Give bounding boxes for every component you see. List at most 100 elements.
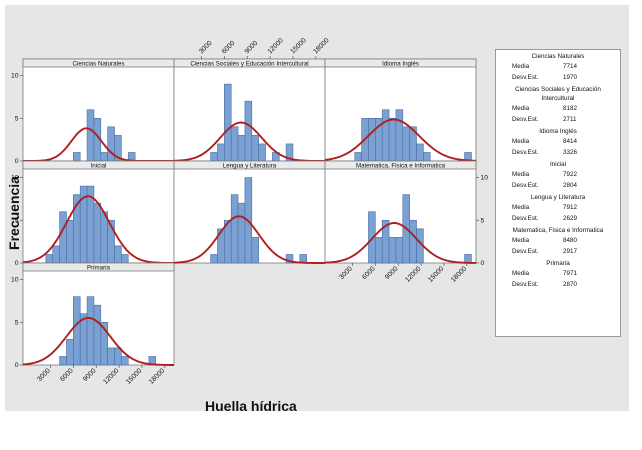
- legend-sd-label: Desv.Est.: [512, 116, 539, 123]
- y-tick-label: 10: [481, 175, 489, 182]
- legend-group: Primaria Media 7971 Desv.Est. 2870: [496, 259, 620, 290]
- x-tick-label: 3000: [36, 367, 52, 383]
- legend-mean-label: Media: [512, 237, 530, 244]
- legend-sd-row: Desv.Est. 2804: [496, 180, 620, 191]
- legend-sd-row: Desv.Est. 2711: [496, 114, 620, 125]
- histogram-bar: [251, 237, 259, 264]
- histogram-panel: Primaria: [22, 262, 175, 366]
- histogram-bar: [354, 152, 362, 162]
- legend-mean-label: Media: [512, 171, 530, 178]
- legend-sd-label: Desv.Est.: [512, 182, 539, 189]
- x-tick-label: 9000: [384, 265, 400, 281]
- legend-sd-value: 1970: [563, 74, 578, 81]
- legend-sd-value: 2711: [563, 116, 577, 123]
- histogram-bar: [86, 296, 95, 366]
- x-axis-label: Huella hídrica: [205, 398, 297, 414]
- histogram-bar: [121, 254, 129, 264]
- legend-sd-label: Desv.Est.: [512, 149, 539, 156]
- histogram-bar: [59, 211, 67, 264]
- legend-mean-row: Media 8182: [496, 103, 620, 114]
- legend-mean-row: Media 7922: [496, 169, 620, 180]
- histogram-bar: [66, 219, 74, 264]
- legend-mean-value: 8480: [563, 237, 578, 244]
- histogram-bar: [230, 126, 239, 162]
- y-tick-label: 10: [11, 73, 19, 80]
- histogram-bar: [368, 117, 376, 162]
- legend-group-title: Matematica, Fisica e Informatica: [512, 227, 604, 234]
- histogram-bar: [100, 321, 108, 366]
- histogram-bar: [210, 152, 218, 162]
- histogram-bar: [59, 356, 67, 366]
- histogram-bar: [388, 117, 397, 162]
- panel-title: Primaria: [87, 264, 111, 271]
- panel-strip: [22, 262, 175, 272]
- histogram-bar: [121, 356, 129, 366]
- legend-group: Matematica, Fisica e Informatica Media 84…: [496, 226, 620, 257]
- x-tick-label: 3000: [198, 40, 214, 56]
- y-tick-label: 0: [15, 362, 19, 369]
- histogram-panel: Inicial: [22, 160, 175, 264]
- histogram-panel: Matematica, Fisica e Informatica: [324, 160, 477, 264]
- legend-mean-label: Media: [512, 105, 530, 112]
- panel-title: Ciencias Naturales: [73, 60, 125, 67]
- legend-sd-value: 2629: [563, 215, 578, 222]
- legend-group: Ciencias Naturales Media 7714 Desv.Est. 19…: [496, 52, 620, 83]
- histogram-bar: [464, 254, 472, 264]
- panel-title: Inicial: [91, 162, 107, 169]
- legend-mean-value: 8182: [563, 105, 578, 112]
- histogram-bar: [402, 126, 410, 162]
- legend-sd-label: Desv.Est.: [512, 281, 539, 288]
- histogram-bar: [244, 100, 253, 162]
- histogram-panel: Idioma Inglés: [324, 58, 477, 162]
- legend-sd-value: 2804: [563, 182, 578, 189]
- legend-group: Idioma Inglés Media 8414 Desv.Est. 3326: [496, 127, 620, 158]
- legend-mean-value: 7912: [563, 204, 578, 211]
- histogram-bar: [416, 143, 424, 162]
- legend-sd-row: Desv.Est. 3326: [496, 147, 620, 158]
- histogram-panel-grid: Ciencias Naturales Ciencias Sociales y Ed…: [11, 37, 489, 386]
- histogram-bar: [237, 135, 246, 162]
- x-tick-label: 9000: [244, 40, 260, 56]
- histogram-bar: [217, 143, 225, 162]
- histogram-panel: Lengua y Literatura: [173, 160, 326, 264]
- histogram-bar: [210, 254, 218, 264]
- y-tick-label: 0: [481, 260, 485, 267]
- legend-sd-row: Desv.Est. 2870: [496, 279, 620, 290]
- histogram-bar: [86, 109, 95, 162]
- legend-mean-row: Media 7714: [496, 61, 620, 72]
- y-tick-label: 10: [11, 175, 19, 182]
- histogram-bar: [66, 339, 74, 366]
- chart-frame: Ciencias Naturales Ciencias Sociales y Ed…: [5, 5, 629, 414]
- histogram-bar: [93, 202, 102, 264]
- histogram-bar: [100, 211, 108, 264]
- histogram-bar: [258, 143, 266, 162]
- histogram-bar: [423, 152, 431, 162]
- legend-group: Ciencias Sociales y Educación Intercultu…: [496, 85, 620, 125]
- panel-title: Lengua y Literatura: [223, 162, 277, 169]
- y-tick-label: 0: [15, 158, 19, 165]
- histogram-bar: [251, 135, 259, 162]
- legend-group: Lengua y Literatura Media 7912 Desv.Est. 2…: [496, 193, 620, 224]
- y-tick-label: 5: [15, 115, 19, 122]
- y-axis-label: Frecuencia: [6, 176, 22, 250]
- legend-mean-row: Media 8480: [496, 235, 620, 246]
- legend-mean-label: Media: [512, 204, 530, 211]
- legend-sd-row: Desv.Est. 2629: [496, 213, 620, 224]
- legend-mean-value: 7922: [563, 171, 578, 178]
- normal-fit-curve: [22, 317, 174, 366]
- legend-mean-label: Media: [512, 270, 530, 277]
- legend-sd-value: 3326: [563, 149, 578, 156]
- histogram-bar: [230, 194, 239, 264]
- legend-group-title: Inicial: [549, 161, 567, 168]
- legend-group-title: Ciencias Naturales: [531, 53, 585, 60]
- y-tick-label: 5: [15, 319, 19, 326]
- statistics-legend: Ciencias Naturales Media 7714 Desv.Est. 19…: [495, 49, 621, 337]
- legend-group: Inicial Media 7922 Desv.Est. 2804: [496, 160, 620, 191]
- legend-mean-row: Media 7912: [496, 202, 620, 213]
- legend-sd-label: Desv.Est.: [512, 215, 539, 222]
- y-tick-label: 10: [11, 277, 19, 284]
- legend-sd-row: Desv.Est. 2917: [496, 246, 620, 257]
- histogram-bar: [114, 347, 122, 366]
- histogram-bar: [224, 83, 232, 162]
- histogram-bar: [409, 219, 417, 264]
